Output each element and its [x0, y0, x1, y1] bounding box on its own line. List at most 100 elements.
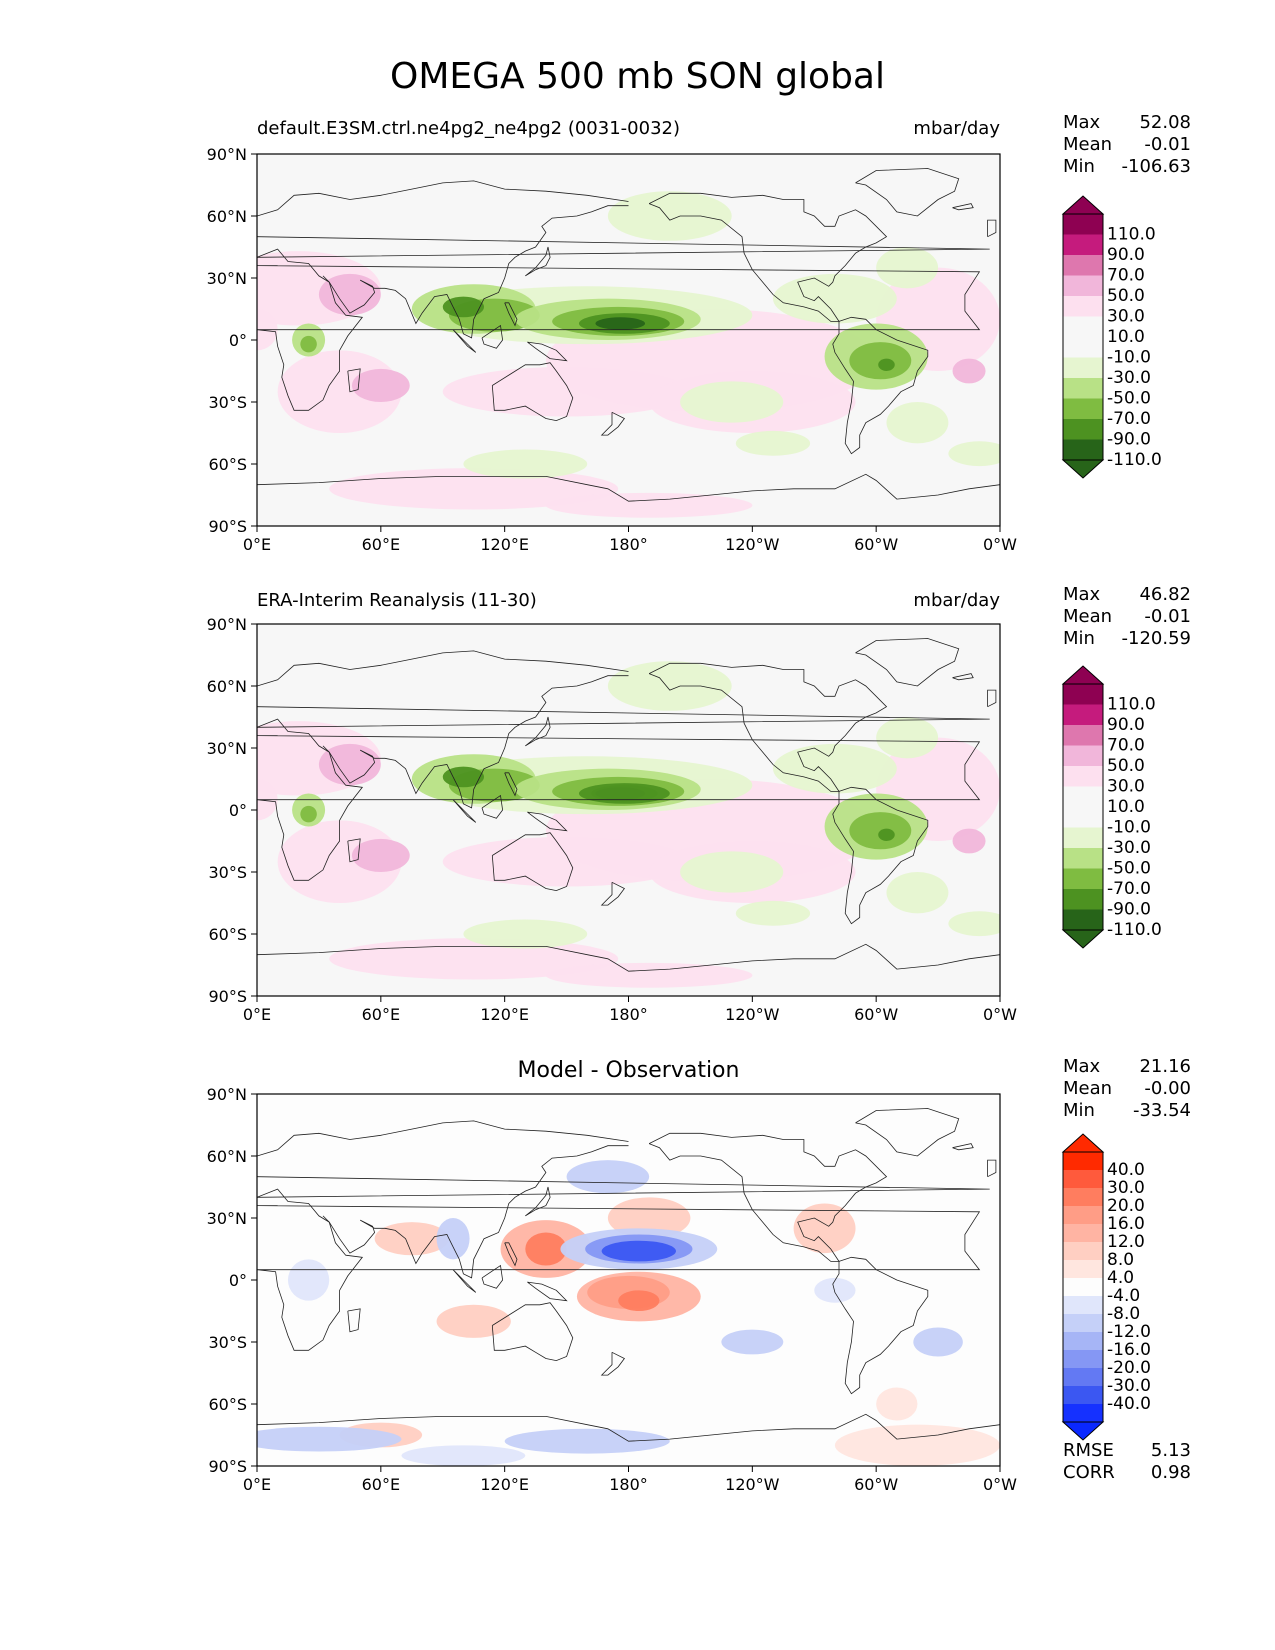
colorbar-label: 110.0 [1107, 225, 1156, 245]
y-tick-label: 60°N [207, 207, 247, 226]
coastline [491, 1302, 574, 1362]
colorbar-bin [1063, 725, 1103, 746]
colorbar-label: 10.0 [1107, 327, 1145, 347]
error-stats: RMSE 5.13 CORR 0.98 [1063, 1440, 1191, 1484]
coastline [987, 689, 997, 708]
x-tick-label: 120°W [725, 1475, 780, 1494]
colorbar-label: -30.0 [1107, 838, 1151, 858]
model-panel: default.E3SM.ctrl.ne4pg2_ne4pg2 (0031-00… [0, 0, 1275, 470]
colorbar-bin [1063, 766, 1103, 787]
colorbar-label: 50.0 [1107, 286, 1145, 306]
colorbar-label: -110.0 [1107, 920, 1162, 940]
field-contour [318, 273, 381, 316]
colorbar-label: -110.0 [1107, 450, 1162, 470]
coastline [832, 1256, 929, 1395]
panel-title-left: default.E3SM.ctrl.ne4pg2_ne4pg2 (0031-00… [257, 118, 680, 139]
stat-max: Max 21.16 [1063, 1056, 1191, 1077]
coastline [257, 1145, 990, 1279]
x-tick-label: 120°W [725, 535, 780, 554]
field-contour [601, 1240, 676, 1262]
figure-title: OMEGA 500 mb SON global [390, 56, 885, 97]
field-contour [463, 919, 588, 949]
y-tick-label: 30°S [208, 393, 247, 412]
field-contour [351, 838, 410, 872]
y-tick-label: 0° [229, 331, 247, 350]
field-contour [849, 342, 912, 380]
colorbar-label: -8.0 [1107, 1304, 1140, 1324]
field-contour [329, 468, 619, 510]
difference-panel: Model - Observation Max 21.16 Mean -0.00 M… [0, 0, 1275, 1483]
colorbar-frame [1062, 213, 1104, 461]
field-contour [607, 1197, 691, 1239]
y-tick-label: 30°S [208, 1333, 247, 1352]
coastline [481, 1264, 504, 1289]
coastline [648, 192, 888, 322]
colorbar-bin [1063, 1368, 1103, 1386]
field-contour [300, 335, 317, 353]
x-tick-label: 60°W [854, 1475, 898, 1494]
y-tick-label: 60°N [207, 1147, 247, 1166]
panel-stats: Max 52.08 Mean -0.01 Min -106.63 [1063, 112, 1191, 178]
colorbar-frame [1062, 1151, 1104, 1423]
field-contour [442, 766, 485, 788]
colorbar-label: -20.0 [1107, 1358, 1151, 1378]
field-contour [721, 1329, 784, 1355]
observation-panel: ERA-Interim Reanalysis (11-30) mbar/day … [0, 0, 1275, 649]
colorbar-bin [1063, 1332, 1103, 1350]
colorbar-label: 30.0 [1107, 307, 1145, 327]
colorbar-label: 50.0 [1107, 756, 1145, 776]
colorbar-bin [1063, 1296, 1103, 1314]
colorbar-bin [1063, 704, 1103, 725]
colorbar-bin [1063, 1206, 1103, 1224]
stat-rmse: RMSE 5.13 [1063, 1440, 1191, 1461]
field-contour [886, 872, 949, 914]
colorbar-bin [1063, 214, 1103, 235]
y-tick-label: 0° [229, 801, 247, 820]
colorbar-extend-top [1061, 195, 1105, 215]
x-tick-label: 180° [609, 1005, 648, 1024]
coastline [481, 794, 504, 819]
x-tick-label: 0°E [243, 535, 271, 554]
panel-map-1: 0°E 60°E 120°E 180° 120°W 60°W 0°W 90°N 60°N 30°N… [207, 615, 1162, 1024]
x-tick-label: 0°W [983, 1005, 1017, 1024]
colorbar-label: -10.0 [1107, 348, 1151, 368]
colorbar-bin [1063, 1260, 1103, 1278]
colorbar: 40.030.020.016.012.08.04.0-4.0-8.0-12.0-… [1061, 1133, 1151, 1441]
x-tick-label: 0°W [983, 1475, 1017, 1494]
coastline [525, 716, 551, 747]
x-tick-label: 0°E [243, 1005, 271, 1024]
field-contour [504, 1428, 670, 1454]
colorbar-label: -10.0 [1107, 818, 1151, 838]
x-tick-label: 120°W [725, 1005, 780, 1024]
coastline [527, 341, 568, 362]
colorbar-bin [1063, 419, 1103, 440]
coastline [600, 1351, 626, 1376]
y-tick-label: 90°S [208, 987, 247, 1006]
colorbar-label: 110.0 [1107, 695, 1156, 715]
field-contour [772, 273, 897, 324]
field-contour [463, 449, 588, 479]
colorbar-label: 70.0 [1107, 266, 1145, 286]
coastline [504, 302, 518, 327]
field-contour [545, 492, 753, 518]
field-contour [952, 358, 986, 384]
x-tick-label: 0°E [243, 1475, 271, 1494]
coastline [648, 662, 888, 792]
field-contour [618, 1290, 660, 1311]
field-layer [257, 638, 1000, 988]
coastline [525, 1186, 551, 1217]
colorbar-label: 20.0 [1107, 1196, 1145, 1216]
x-tick-label: 60°E [362, 1475, 400, 1494]
colorbar-bin [1063, 1386, 1103, 1404]
y-tick-label: 60°S [208, 925, 247, 944]
colorbar-extend-top [1061, 665, 1105, 685]
field-contour [680, 381, 784, 423]
colorbar-label: -12.0 [1107, 1322, 1151, 1342]
coastline [257, 1205, 981, 1351]
coastline [257, 473, 1000, 502]
stat-max: Max 52.08 [1063, 112, 1191, 133]
y-tick-label: 90°S [208, 517, 247, 536]
coastline [491, 832, 574, 892]
x-tick-label: 180° [609, 535, 648, 554]
